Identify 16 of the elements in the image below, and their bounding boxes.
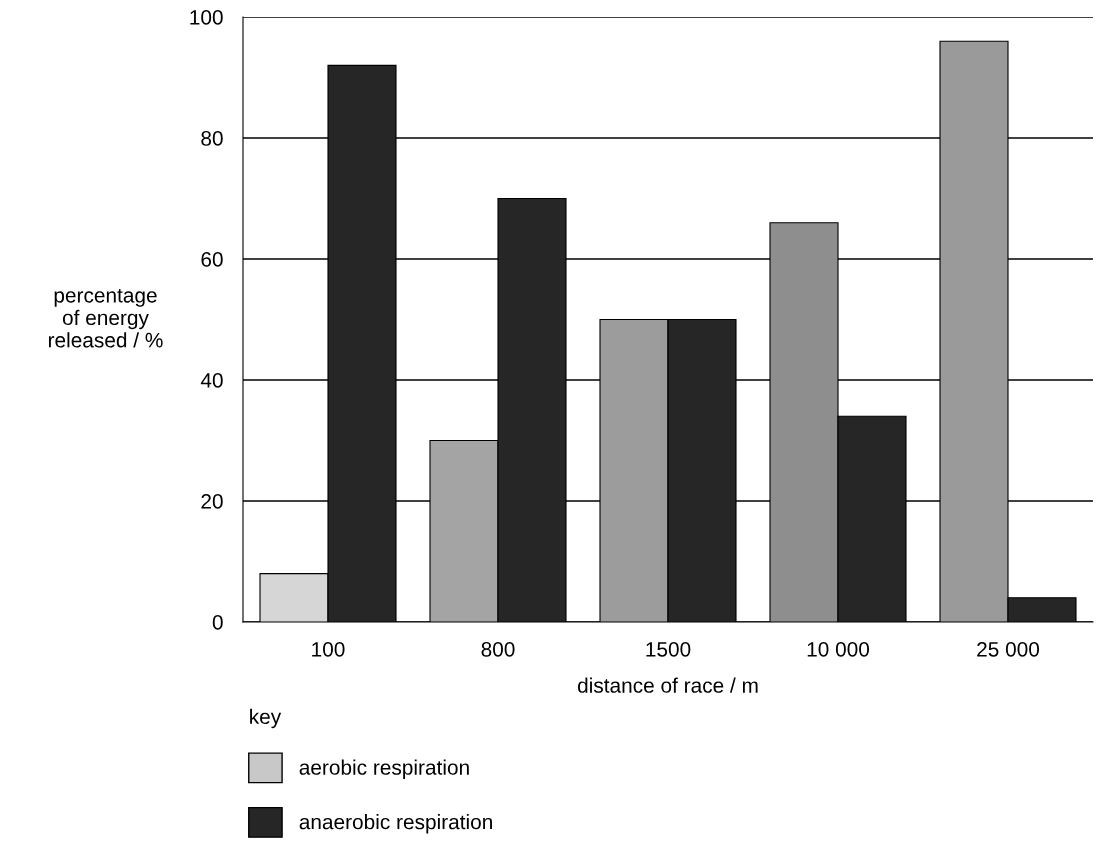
legend-label: anaerobic respiration	[299, 814, 492, 834]
legend-title: key	[250, 708, 282, 729]
y-tick-label: 60	[201, 252, 223, 267]
y-tick-label: 80	[201, 131, 223, 146]
x-tick-label: 10 000	[807, 641, 870, 657]
legend-label: aerobic respiration	[299, 759, 469, 779]
y-tick-label: 0	[212, 615, 223, 630]
x-tick-label: 25 000	[977, 641, 1040, 657]
x-tick-label: 100	[312, 641, 345, 657]
y-tick-label: 40	[200, 373, 223, 388]
y-tick-label: 20	[201, 494, 223, 509]
x-axis-title: distance of race / m	[577, 677, 758, 693]
x-tick-label: 800	[481, 641, 515, 657]
y-axis-title: percentage of energy released / %	[48, 288, 163, 348]
y-tick-label: 100	[190, 10, 223, 25]
x-tick-label: 1500	[646, 641, 691, 657]
